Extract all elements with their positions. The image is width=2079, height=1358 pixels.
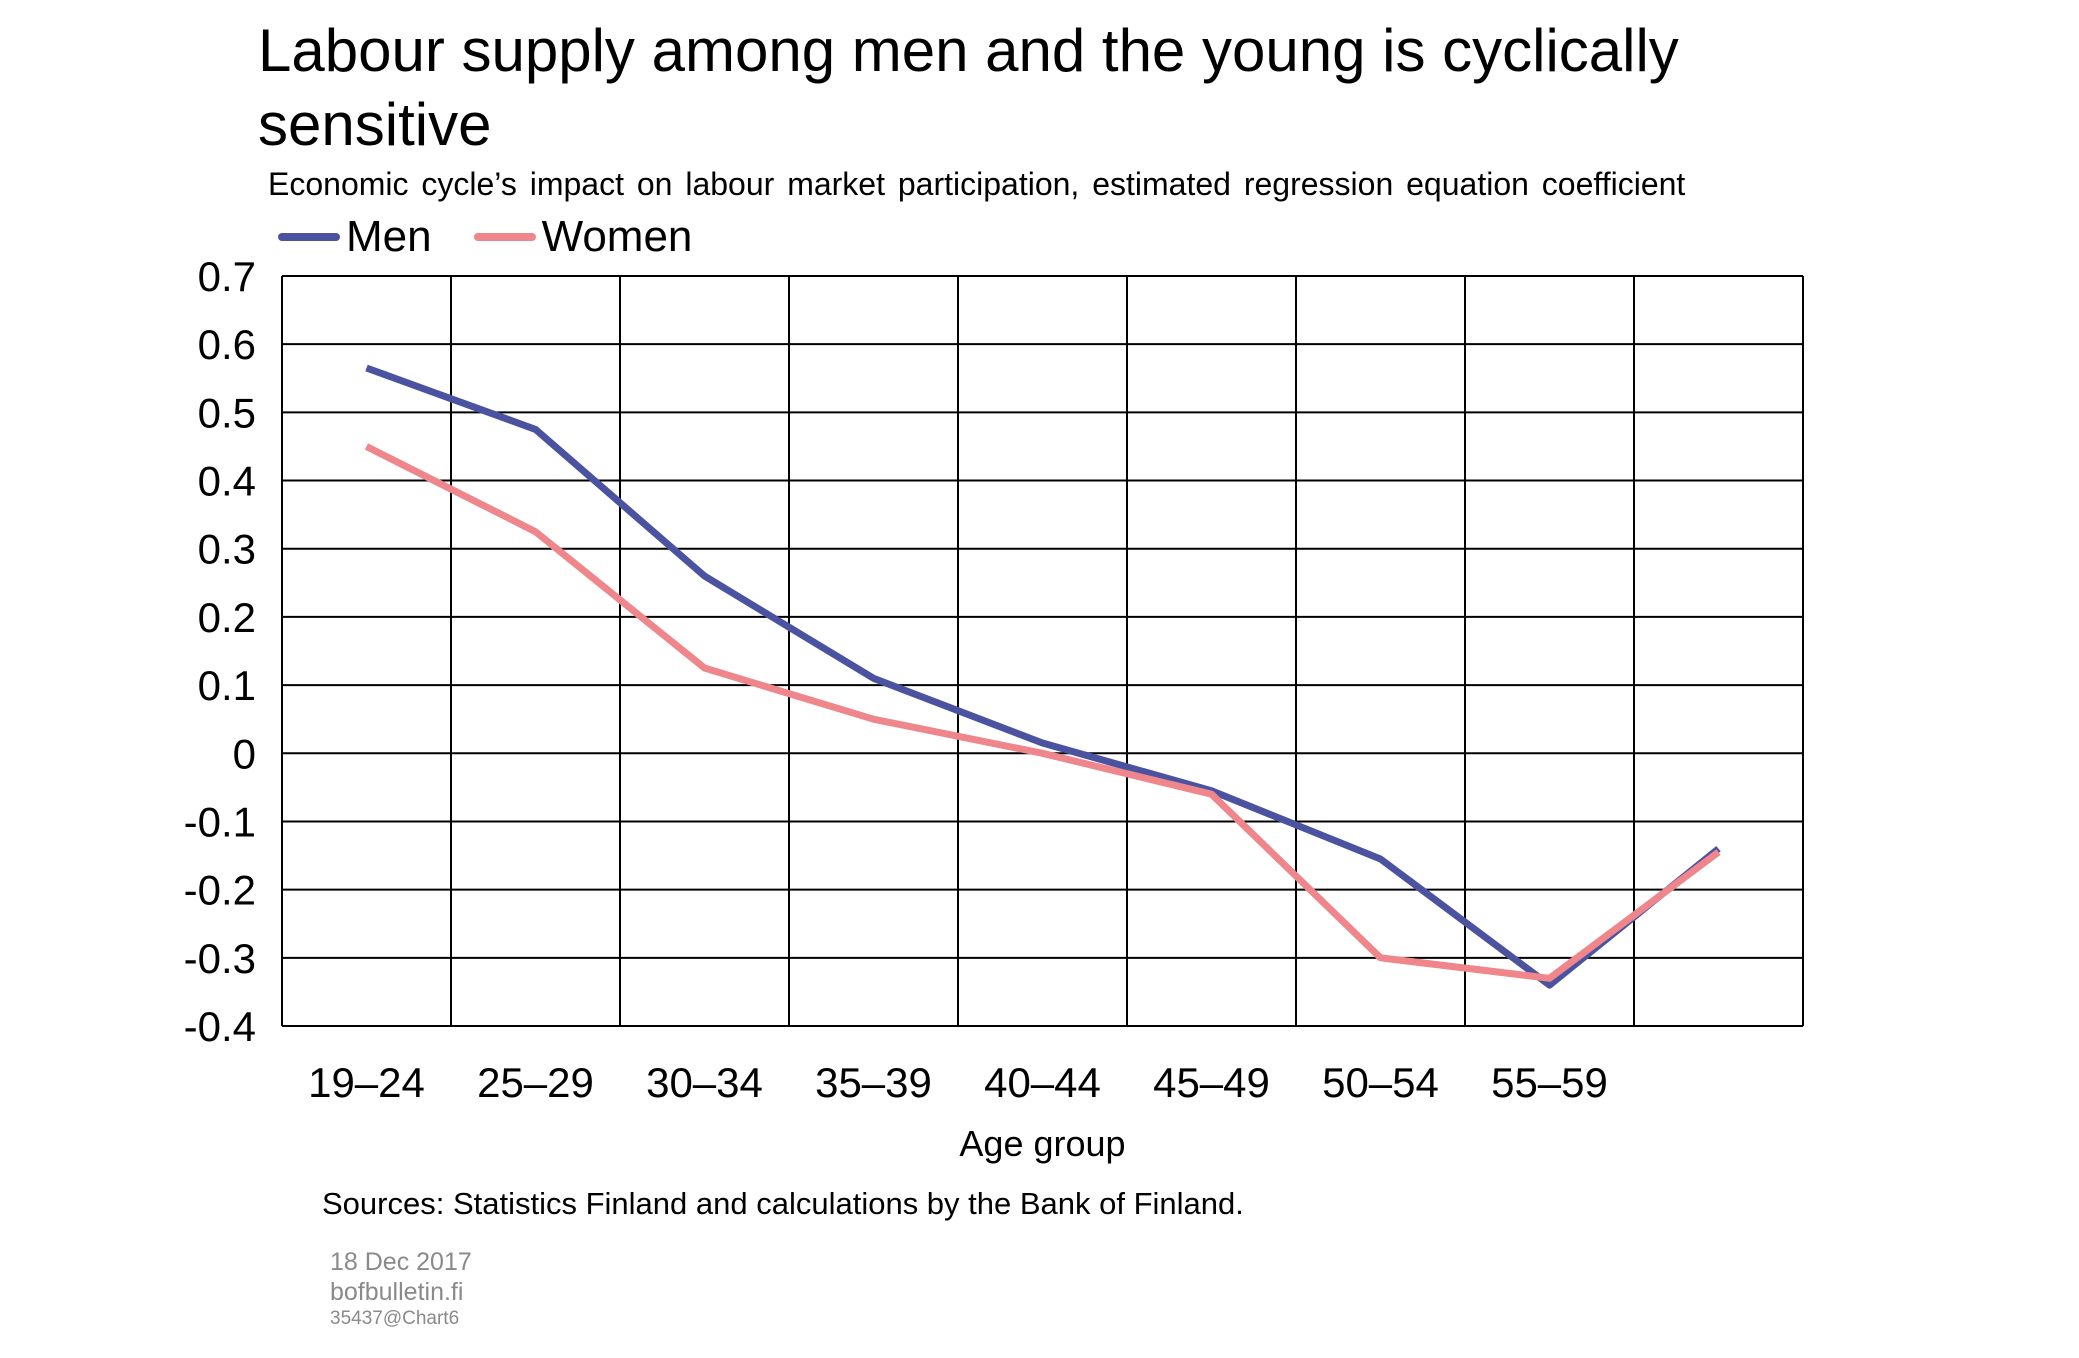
x-tick-label: 40–44 — [984, 1059, 1101, 1106]
x-tick-label: 25–29 — [477, 1059, 594, 1106]
y-tick-label: 0.6 — [198, 321, 256, 368]
chart-code: 35437@Chart6 — [330, 1308, 460, 1329]
x-tick-label: 45–49 — [1153, 1059, 1270, 1106]
site-name: bofbulletin.fi — [330, 1278, 464, 1306]
y-tick-label: 0.3 — [198, 526, 256, 573]
x-tick-label: 19–24 — [308, 1059, 425, 1106]
legend-item-women: Women — [473, 212, 693, 262]
x-tick-label: 50–54 — [1322, 1059, 1439, 1106]
legend-item-men: Men — [278, 212, 432, 262]
chart-subtitle: Economic cycle’s impact on labour market… — [268, 166, 1686, 202]
y-tick-label: -0.4 — [184, 1003, 256, 1050]
chart-title: Labour supply among men and the young is… — [258, 17, 1679, 158]
legend-label-men: Men — [346, 212, 432, 261]
sources-note: Sources: Statistics Finland and calculat… — [322, 1186, 1244, 1221]
y-tick-label: 0.7 — [198, 253, 256, 300]
series-line-men — [365, 364, 1721, 989]
y-tick-label: 0 — [233, 730, 256, 777]
legend-label-women: Women — [541, 212, 693, 261]
x-tick-label: 30–34 — [646, 1059, 763, 1106]
y-tick-label: 0.4 — [198, 458, 256, 505]
y-tick-label: 0.5 — [198, 389, 256, 436]
x-axis-label: Age group — [959, 1123, 1125, 1164]
y-tick-label: 0.1 — [198, 662, 256, 709]
x-tick-label: 55–59 — [1491, 1059, 1608, 1106]
legend-swatch-men — [278, 233, 340, 241]
series-line-women — [364, 443, 1721, 982]
x-tick-label: 35–39 — [815, 1059, 932, 1106]
y-tick-label: -0.2 — [184, 867, 256, 914]
legend-swatch-women — [473, 233, 536, 241]
legend: Men Women — [278, 212, 734, 262]
publish-date: 18 Dec 2017 — [330, 1248, 472, 1276]
y-tick-label: 0.2 — [198, 594, 256, 641]
y-tick-label: -0.1 — [184, 798, 256, 845]
y-tick-label: -0.3 — [184, 935, 256, 982]
